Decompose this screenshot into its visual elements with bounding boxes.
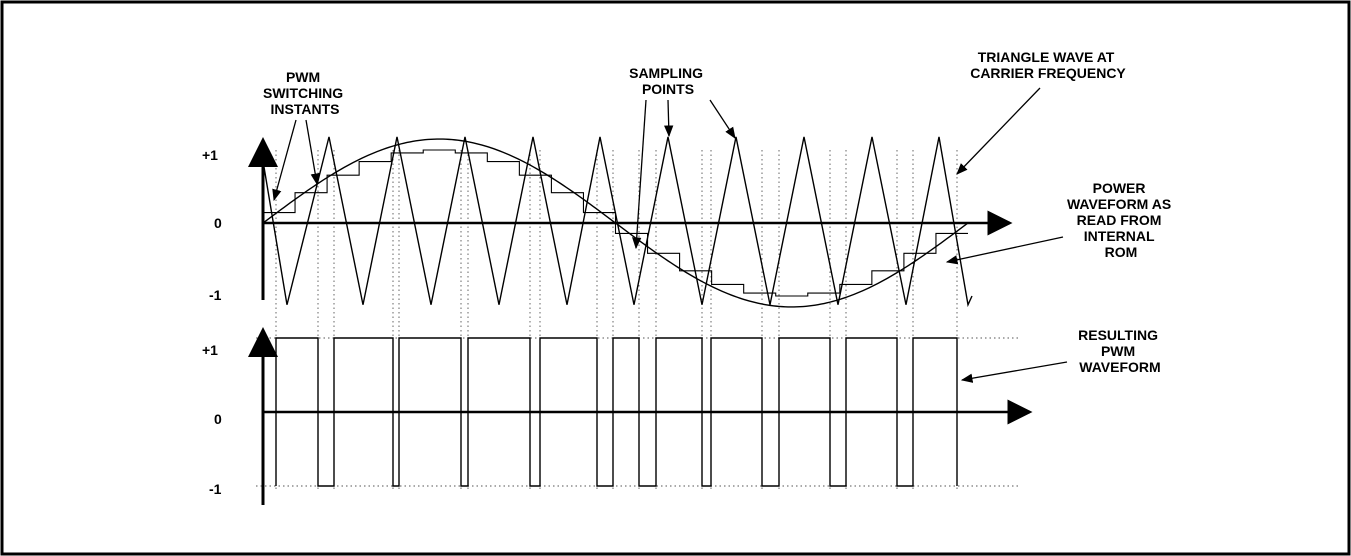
pwm-pulse-train <box>275 337 958 487</box>
sampling-guide-lines <box>256 150 1020 490</box>
triangle-wave-line <box>262 136 973 308</box>
top-tick-zero: 0 <box>214 215 222 231</box>
arrow-sampling-2 <box>664 99 674 138</box>
label-triangle-wave: TRIANGLE WAVE AT CARRIER FREQUENCY <box>970 49 1126 81</box>
arrow-resulting-pwm <box>960 361 1068 383</box>
pwm-line <box>275 337 958 487</box>
bottom-tick-minus1: -1 <box>209 481 222 497</box>
label-resulting-pwm: RESULTING PWM WAVEFORM <box>1078 327 1162 375</box>
arrow-sampling-3 <box>709 99 736 139</box>
label-sampling-points: SAMPLING POINTS <box>629 65 707 97</box>
staircase-line <box>263 149 968 297</box>
arrow-sampling-1 <box>632 99 647 250</box>
bottom-tick-plus1: +1 <box>202 342 218 358</box>
arrow-switching-1 <box>272 119 297 202</box>
stepped-rom-waveform <box>263 149 968 297</box>
triangle-carrier-wave <box>262 136 973 308</box>
bottom-tick-zero: 0 <box>214 411 222 427</box>
arrow-switching-2 <box>305 119 320 186</box>
top-tick-plus1: +1 <box>202 147 218 163</box>
label-power-waveform: POWER WAVEFORM AS READ FROM INTERNAL ROM <box>1067 180 1175 260</box>
label-pwm-switching-instants: PWM SWITCHING INSTANTS <box>263 69 347 117</box>
top-tick-minus1: -1 <box>209 287 222 303</box>
arrow-triangle-wave <box>956 87 1041 175</box>
arrow-power-waveform <box>945 236 1064 265</box>
